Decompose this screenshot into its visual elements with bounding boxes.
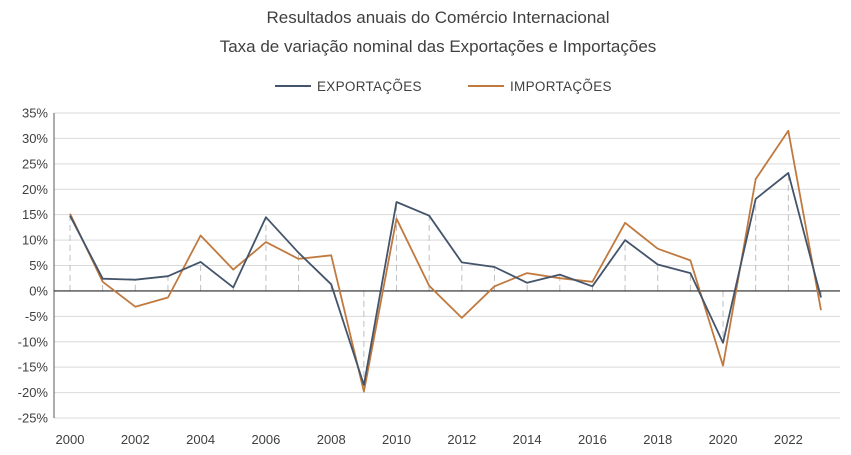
chart-title: Resultados anuais do Comércio Internacio… (266, 8, 609, 27)
legend-label: EXPORTAÇÕES (317, 79, 422, 94)
x-tick-label: 2018 (643, 432, 672, 447)
y-tick-label: 35% (22, 106, 48, 121)
y-axis-tick-labels: 35% 30% 25% 20% 15% 10% 5% 0% -5% -10% -15% -20% -25… (18, 106, 49, 426)
x-tick-label: 2016 (578, 432, 607, 447)
y-tick-label: 5% (29, 258, 48, 273)
x-tick-label: 2004 (186, 432, 215, 447)
chart-subtitle: Taxa de variação nominal das Exportações… (220, 37, 657, 56)
x-tick-label: 2000 (56, 432, 85, 447)
drop-lines (69, 172, 822, 385)
y-tick-label: 10% (22, 233, 48, 248)
legend-label: IMPORTAÇÕES (510, 79, 612, 94)
y-tick-label: 0% (29, 283, 48, 298)
x-tick-label: 2006 (251, 432, 280, 447)
x-tick-label: 2008 (317, 432, 346, 447)
gridlines (54, 112, 840, 419)
x-tick-label: 2010 (382, 432, 411, 447)
x-axis-tick-labels: 2000 2002 2004 2006 2008 2010 2012 2014 2016 2018… (56, 432, 803, 447)
series-line-importações (69, 129, 822, 393)
x-tick-label: 2002 (121, 432, 150, 447)
x-tick-label: 2020 (709, 432, 738, 447)
y-tick-label: 25% (22, 156, 48, 171)
y-tick-label: -5% (25, 309, 49, 324)
x-tick-label: 2014 (513, 432, 542, 447)
legend: EXPORTAÇÕES IMPORTAÇÕES (275, 79, 612, 94)
series-line-exportações (69, 172, 822, 386)
y-tick-label: -10% (18, 334, 49, 349)
x-tick-label: 2012 (447, 432, 476, 447)
y-tick-label: -20% (18, 385, 49, 400)
y-tick-label: -15% (18, 360, 49, 375)
y-tick-label: 15% (22, 207, 48, 222)
axes (53, 113, 840, 418)
y-tick-label: 30% (22, 131, 48, 146)
x-tick-label: 2022 (774, 432, 803, 447)
series-lines (69, 129, 822, 393)
y-tick-label: 20% (22, 182, 48, 197)
y-tick-label: -25% (18, 411, 49, 426)
